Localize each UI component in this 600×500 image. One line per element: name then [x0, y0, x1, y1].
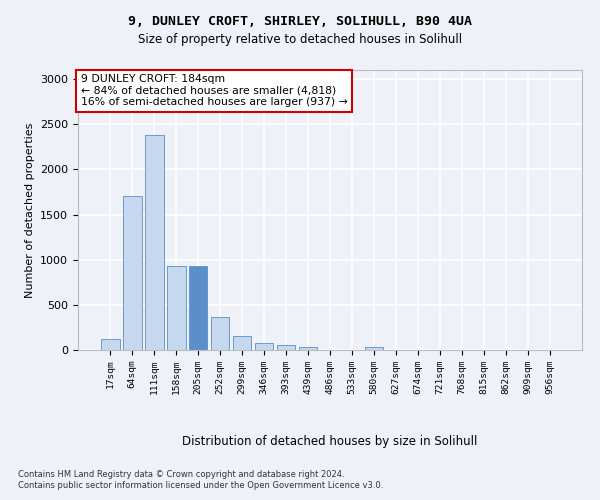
Text: Contains HM Land Registry data © Crown copyright and database right 2024.: Contains HM Land Registry data © Crown c… [18, 470, 344, 479]
Text: Contains public sector information licensed under the Open Government Licence v3: Contains public sector information licen… [18, 481, 383, 490]
Text: 9, DUNLEY CROFT, SHIRLEY, SOLIHULL, B90 4UA: 9, DUNLEY CROFT, SHIRLEY, SOLIHULL, B90 … [128, 15, 472, 28]
Bar [299, 347, 317, 350]
Text: Distribution of detached houses by size in Solihull: Distribution of detached houses by size … [182, 435, 478, 448]
Bar [101, 339, 119, 350]
Bar [189, 266, 208, 350]
Text: 9 DUNLEY CROFT: 184sqm
← 84% of detached houses are smaller (4,818)
16% of semi-: 9 DUNLEY CROFT: 184sqm ← 84% of detached… [80, 74, 347, 108]
Bar [145, 135, 164, 350]
Bar [167, 266, 185, 350]
Bar [233, 336, 251, 350]
Text: Size of property relative to detached houses in Solihull: Size of property relative to detached ho… [138, 32, 462, 46]
Bar [277, 345, 295, 350]
Y-axis label: Number of detached properties: Number of detached properties [25, 122, 35, 298]
Bar [123, 196, 142, 350]
Bar [211, 318, 229, 350]
Bar [365, 347, 383, 350]
Bar [255, 343, 274, 350]
